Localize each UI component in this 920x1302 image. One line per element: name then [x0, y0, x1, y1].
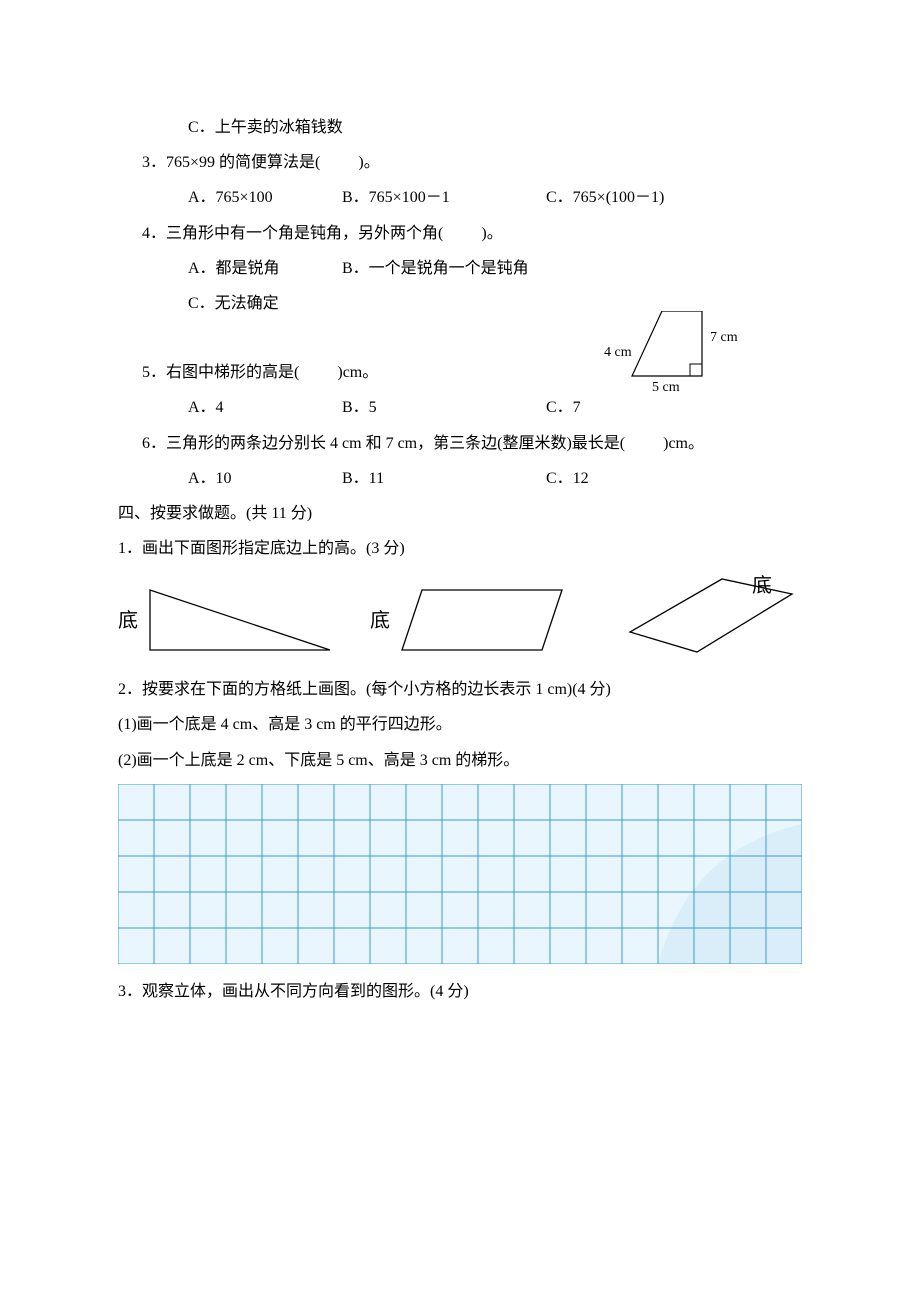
q3: 3．765×99 的简便算法是( )。	[142, 145, 802, 180]
p3-text: 观察立体，画出从不同方向看到的图形。(4 分)	[142, 983, 469, 1000]
q4-blank[interactable]	[443, 216, 481, 251]
q2-opt-c-text: 上午卖的冰箱钱数	[215, 119, 343, 136]
q4-num: 4．	[142, 225, 166, 242]
q6-stem-b: )cm。	[663, 435, 704, 452]
p1-num: 1．	[118, 540, 142, 557]
p3-num: 3．	[118, 983, 142, 1000]
p2-sub2: (2)画一个上底是 2 cm、下底是 5 cm、高是 3 cm 的梯形。	[118, 743, 802, 778]
q4-options-line1: A．都是锐角 B．一个是锐角一个是钝角	[188, 251, 802, 286]
q3-opt-c[interactable]: C．765×(100－1)	[546, 180, 664, 215]
q3-opt-a[interactable]: A．765×100	[188, 180, 338, 215]
q4-stem-a: 三角形中有一个角是钝角，另外两个角(	[166, 225, 443, 242]
q5-figure: 4 cm7 cm5 cm	[592, 311, 732, 391]
q6-opt-a[interactable]: A．10	[188, 461, 338, 496]
q4-stem-b: )。	[481, 225, 502, 242]
q4-opt-a[interactable]: A．都是锐角	[188, 251, 338, 286]
p3: 3．观察立体，画出从不同方向看到的图形。(4 分)	[118, 974, 802, 1009]
q5-wrap: 4 cm 7 cm 5 cm 5．右图中梯形的高是( )cm。	[118, 321, 802, 390]
p2: 2．按要求在下面的方格纸上画图。(每个小方格的边长表示 1 cm)(4 分)	[118, 672, 802, 707]
q4-opt-c[interactable]: C．无法确定	[188, 286, 279, 321]
q3-options: A．765×100 B．765×100－1 C．765×(100－1)	[188, 180, 802, 215]
p1-shapes: 底 底 底	[118, 574, 802, 662]
q6-blank[interactable]	[625, 426, 663, 461]
q6-opt-c[interactable]: C．12	[546, 461, 589, 496]
q5-opt-a[interactable]: A．4	[188, 390, 338, 425]
q3-stem-a: 765×99 的简便算法是(	[166, 154, 320, 171]
svg-text:5 cm: 5 cm	[652, 380, 680, 393]
q5-options: A．4 B．5 C．7	[188, 390, 802, 425]
p1-tri-label: 底	[118, 599, 138, 643]
q3-blank[interactable]	[320, 145, 358, 180]
p2-num: 2．	[118, 681, 142, 698]
q2-option-c: C．上午卖的冰箱钱数	[188, 110, 802, 145]
q4: 4．三角形中有一个角是钝角，另外两个角( )。	[142, 216, 802, 251]
p2-grid[interactable]	[118, 784, 802, 964]
q5-blank[interactable]	[299, 355, 337, 390]
q4-opt-b[interactable]: B．一个是锐角一个是钝角	[342, 251, 529, 286]
q6: 6．三角形的两条边分别长 4 cm 和 7 cm，第三条边(整厘米数)最长是( …	[142, 426, 802, 461]
p1: 1．画出下面图形指定底边上的高。(3 分)	[118, 531, 802, 566]
q5-opt-c[interactable]: C．7	[546, 390, 581, 425]
q5-opt-b[interactable]: B．5	[342, 390, 542, 425]
q3-opt-b[interactable]: B．765×100－1	[342, 180, 542, 215]
q6-num: 6．	[142, 435, 166, 452]
p1-shape-quad: 底	[602, 574, 802, 662]
q6-stem-a: 三角形的两条边分别长 4 cm 和 7 cm，第三条边(整厘米数)最长是(	[166, 435, 625, 452]
q3-stem-b: )。	[358, 154, 379, 171]
q5-stem-a: 右图中梯形的高是(	[166, 364, 299, 381]
p1-shape-triangle: 底	[118, 580, 340, 662]
page: C．上午卖的冰箱钱数 3．765×99 的简便算法是( )。 A．765×100…	[0, 0, 920, 1302]
section-4-heading: 四、按要求做题。(共 11 分)	[118, 496, 802, 531]
q2-opt-c-label: C．	[188, 119, 215, 136]
svg-text:7 cm: 7 cm	[710, 330, 738, 345]
p2-sub1: (1)画一个底是 4 cm、高是 3 cm 的平行四边形。	[118, 707, 802, 742]
svg-text:4 cm: 4 cm	[604, 345, 632, 360]
q6-opt-b[interactable]: B．11	[342, 461, 542, 496]
q6-options: A．10 B．11 C．12	[188, 461, 802, 496]
q3-num: 3．	[142, 154, 166, 171]
p2-text: 按要求在下面的方格纸上画图。(每个小方格的边长表示 1 cm)(4 分)	[142, 681, 611, 698]
svg-text:底: 底	[752, 574, 772, 597]
p1-text: 画出下面图形指定底边上的高。(3 分)	[142, 540, 405, 557]
q5-num: 5．	[142, 364, 166, 381]
p1-shape-parallelogram: 底	[370, 580, 572, 662]
q5-stem-b: )cm。	[337, 364, 378, 381]
p1-para-label: 底	[370, 599, 390, 643]
